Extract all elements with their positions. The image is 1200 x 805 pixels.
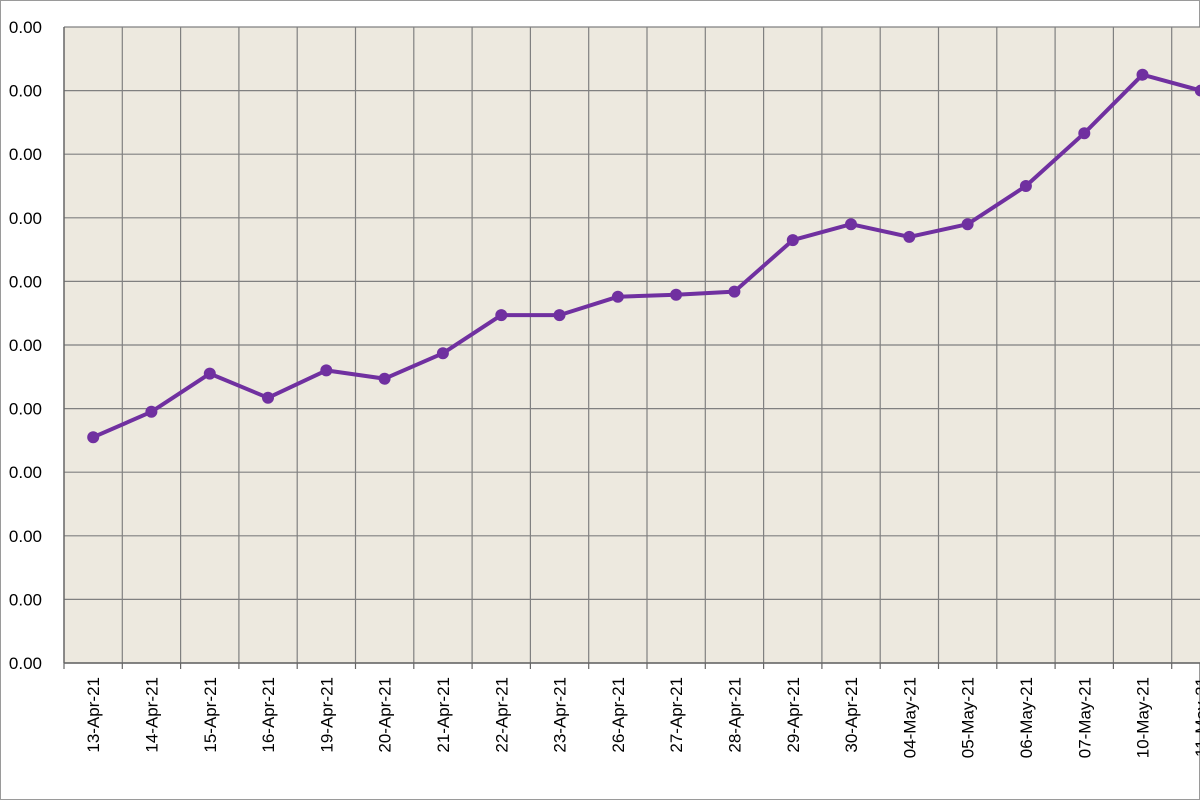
x-tick-label: 30-Apr-21 [842,677,861,753]
y-tick-label: 0.00 [9,18,42,37]
x-tick-label: 15-Apr-21 [201,677,220,753]
x-tick-label: 06-May-21 [1017,677,1036,758]
data-point [1136,68,1149,81]
data-point [320,364,333,377]
series-line [92,72,1200,440]
data-point [145,405,158,418]
y-tick-label: 0.00 [9,336,42,355]
x-tick-label: 27-Apr-21 [667,677,686,753]
x-axis-tick-labels: 13-Apr-21 14-Apr-21 15-Apr-21 16-Apr-21 19-A… [84,677,1200,758]
x-tick-label: 20-Apr-21 [376,677,395,753]
x-tick-label: 22-Apr-21 [492,677,511,753]
x-tick-label: 26-Apr-21 [609,677,628,753]
y-tick-label: 0.00 [9,463,42,482]
x-tick-label: 28-Apr-21 [725,677,744,753]
data-point [670,288,683,301]
series-layer [87,68,1200,444]
data-point [553,309,566,322]
data-point [262,391,274,404]
x-tick-label: 04-May-21 [900,677,919,758]
data-point [1019,180,1032,192]
data-point [903,230,916,243]
y-tick-label: 0.00 [9,654,42,673]
data-point [495,309,508,322]
data-point [786,234,799,247]
data-point [203,367,216,380]
data-point [378,372,391,385]
data-point [87,431,100,444]
vertical-gridlines [121,27,1173,663]
y-tick-label: 0.00 [9,209,42,228]
axes [63,27,1200,669]
x-tick-label: 29-Apr-21 [784,677,803,753]
x-tick-label: 07-May-21 [1075,677,1094,758]
data-point [436,347,449,360]
data-point [1194,84,1200,97]
y-axis-tick-labels: 0.00 0.00 0.00 0.00 0.00 0.00 0.00 0.00 0.00 0.00… [9,18,42,673]
x-tick-label: 05-May-21 [959,677,978,758]
x-tick-label: 14-Apr-21 [142,677,161,753]
x-tick-label: 16-Apr-21 [259,677,278,753]
x-tick-label: 21-Apr-21 [434,677,453,753]
data-point [611,290,624,303]
x-tick-label: 13-Apr-21 [84,677,103,753]
data-point [845,218,857,231]
y-tick-label: 0.00 [9,145,42,164]
x-tick-label: 23-Apr-21 [551,677,570,753]
x-tick-label: 10-May-21 [1134,677,1153,758]
data-point [1078,127,1091,140]
horizontal-gridlines [64,26,1200,664]
y-tick-label: 0.00 [9,527,42,546]
x-tick-label: 19-Apr-21 [317,677,336,753]
y-tick-label: 0.00 [9,400,42,419]
x-tick-label: 11-May-21 [1192,677,1200,757]
y-tick-label: 0.00 [9,272,42,291]
y-tick-label: 0.00 [9,590,42,609]
data-point [961,218,974,231]
y-tick-label: 0.00 [9,82,42,101]
data-point [728,285,741,298]
